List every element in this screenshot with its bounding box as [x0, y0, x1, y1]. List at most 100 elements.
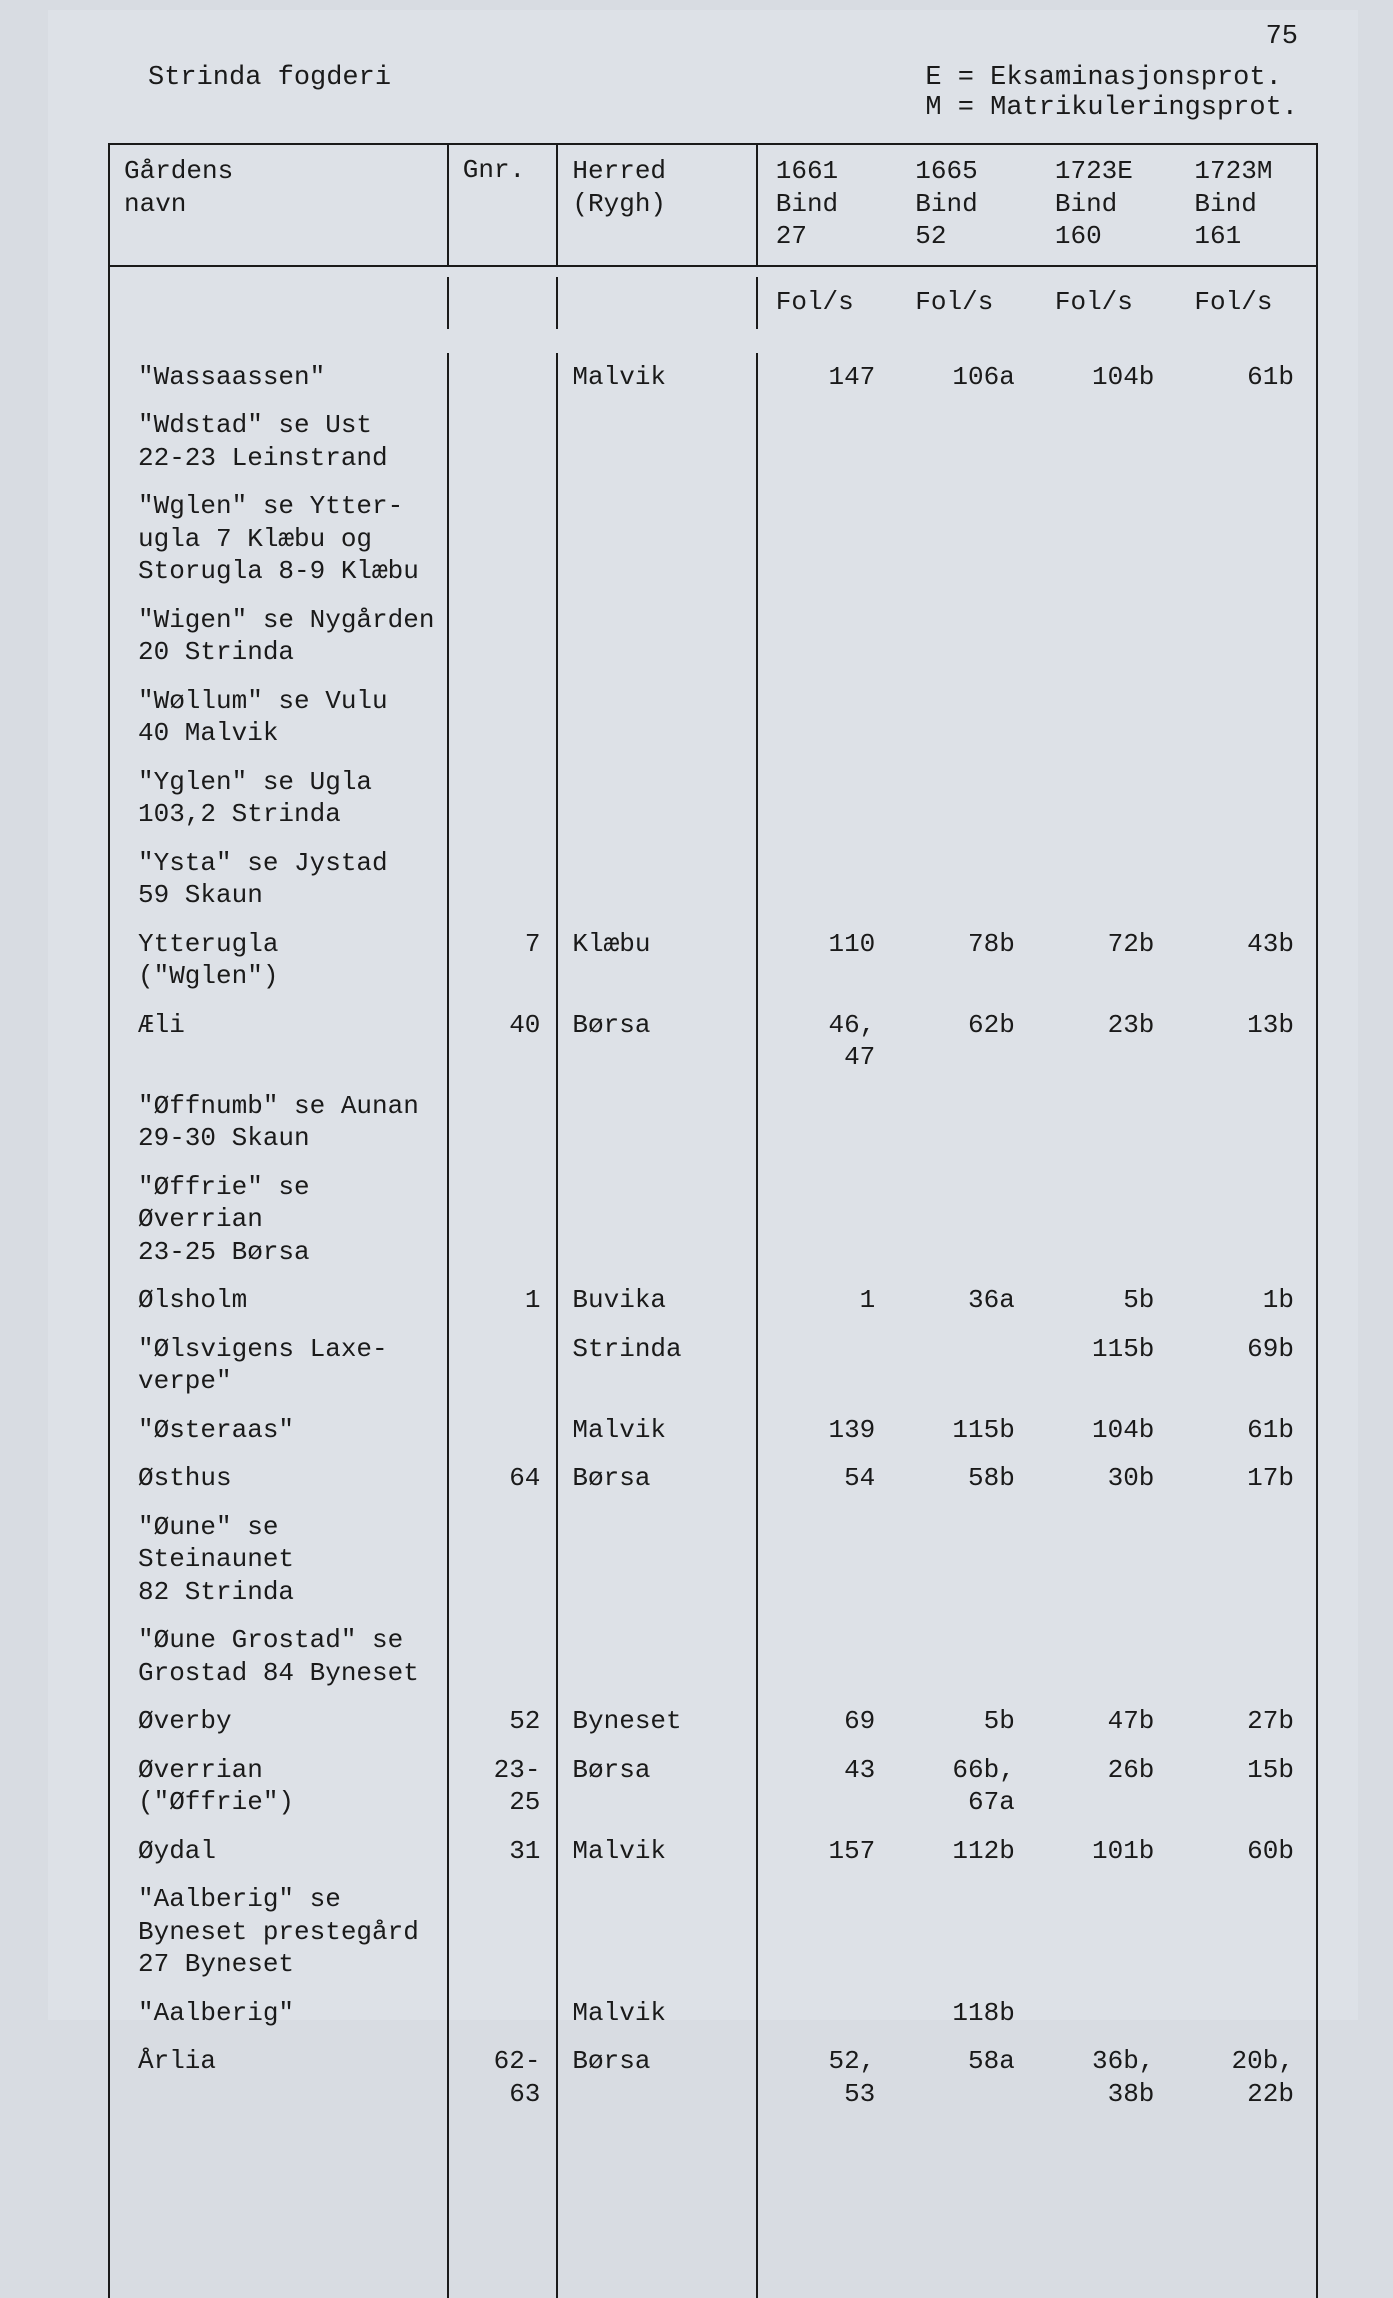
cell-1723m: 27b [1176, 1697, 1316, 1746]
cell-gnr [449, 758, 559, 839]
subhead-spacer [558, 277, 757, 329]
cell-name: "Øffrie" se Øverrian 23-25 Børsa [110, 1163, 449, 1277]
cell-name: "Ølsvigens Laxe- verpe" [110, 1325, 449, 1406]
cell-herred: Klæbu [558, 920, 757, 1001]
cell-1665 [897, 596, 1037, 677]
table-row: Øverrian ("Øffrie")23- 25Børsa4366b, 67a… [110, 1746, 1316, 1827]
subhead-spacer [449, 277, 559, 329]
cell-1723e: 101b [1037, 1827, 1177, 1876]
table-body: "Wassaassen"Malvik147106a104b61b"Wdstad"… [110, 353, 1316, 2119]
cell-1661 [758, 1325, 898, 1406]
cell-1723m: 69b [1176, 1325, 1316, 1406]
cell-1665: 118b [897, 1989, 1037, 2038]
cell-1723e: 104b [1037, 1406, 1177, 1455]
cell-1661: 43 [758, 1746, 898, 1827]
cell-herred [558, 1875, 757, 1989]
cell-1661 [758, 1163, 898, 1277]
cell-1723m: 61b [1176, 1406, 1316, 1455]
cell-name: Øverrian ("Øffrie") [110, 1746, 449, 1827]
cell-gnr: 23- 25 [449, 1746, 559, 1827]
table-row: Årlia62- 63Børsa52, 5358a36b, 38b20b, 22… [110, 2037, 1316, 2118]
cell-1661 [758, 1616, 898, 1697]
cell-1723e [1037, 596, 1177, 677]
cell-1723e [1037, 1875, 1177, 1989]
cell-1723e: 72b [1037, 920, 1177, 1001]
cell-1665 [897, 1875, 1037, 1989]
cell-1723e [1037, 401, 1177, 482]
cell-1723e [1037, 1163, 1177, 1277]
table-row: "Øffnumb" se Aunan 29-30 Skaun [110, 1082, 1316, 1163]
cell-1661 [758, 1082, 898, 1163]
cell-1723m [1176, 1503, 1316, 1617]
cell-gnr [449, 1616, 559, 1697]
cell-1661 [758, 1989, 898, 2038]
cell-1665: 66b, 67a [897, 1746, 1037, 1827]
subhead-fols: Fol/s [1037, 277, 1177, 329]
cell-1661: 110 [758, 920, 898, 1001]
cell-1665: 58a [897, 2037, 1037, 2118]
table-row: "Wglen" se Ytter- ugla 7 Klæbu og Storug… [110, 482, 1316, 596]
cell-name: "Ysta" se Jystad 59 Skaun [110, 839, 449, 920]
cell-herred [558, 1082, 757, 1163]
cell-name: "Wassaassen" [110, 353, 449, 402]
table-row: Øydal31Malvik157112b101b60b [110, 1827, 1316, 1876]
cell-1665: 78b [897, 920, 1037, 1001]
cell-herred [558, 677, 757, 758]
table-row: "Yglen" se Ugla 103,2 Strinda [110, 758, 1316, 839]
cell-1665 [897, 1082, 1037, 1163]
table-row: Æli40Børsa46, 4762b23b13b [110, 1001, 1316, 1082]
cell-gnr: 1 [449, 1276, 559, 1325]
cell-1723m [1176, 839, 1316, 920]
cell-1723m: 13b [1176, 1001, 1316, 1082]
cell-name: "Wdstad" se Ust 22-23 Leinstrand [110, 401, 449, 482]
cell-1665: 115b [897, 1406, 1037, 1455]
col-header-gnr: Gnr. [449, 145, 559, 265]
cell-gnr [449, 353, 559, 402]
cell-gnr [449, 1503, 559, 1617]
cell-herred: Malvik [558, 1406, 757, 1455]
cell-herred [558, 482, 757, 596]
cell-herred [558, 1163, 757, 1277]
cell-1661: 139 [758, 1406, 898, 1455]
cell-1665: 5b [897, 1697, 1037, 1746]
table-header-row: Gårdens navn Gnr. Herred (Rygh) 1661 Bin… [110, 145, 1316, 267]
cell-1661: 1 [758, 1276, 898, 1325]
cell-1661 [758, 1875, 898, 1989]
cell-gnr [449, 677, 559, 758]
cell-1661: 52, 53 [758, 2037, 898, 2118]
cell-herred: Malvik [558, 1827, 757, 1876]
cell-1723m [1176, 1875, 1316, 1989]
cell-1723m: 43b [1176, 920, 1316, 1001]
cell-name: "Østeraas" [110, 1406, 449, 1455]
cell-gnr [449, 1082, 559, 1163]
cell-herred: Strinda [558, 1325, 757, 1406]
legend-line: M = Matrikuleringsprot. [925, 93, 1298, 123]
cell-gnr: 52 [449, 1697, 559, 1746]
cell-1723m [1176, 1082, 1316, 1163]
header-legend: E = Eksaminasjonsprot. M = Matrikulering… [925, 63, 1298, 123]
legend-line: E = Eksaminasjonsprot. [925, 63, 1298, 93]
cell-1661: 147 [758, 353, 898, 402]
cell-1723e [1037, 758, 1177, 839]
cell-1723e [1037, 1082, 1177, 1163]
table-row: "Wdstad" se Ust 22-23 Leinstrand [110, 401, 1316, 482]
table-row: Østhus64Børsa5458b30b17b [110, 1454, 1316, 1503]
cell-name: "Øune Grostad" se Grostad 84 Byneset [110, 1616, 449, 1697]
col-header-herred: Herred (Rygh) [558, 145, 757, 265]
cell-1661: 69 [758, 1697, 898, 1746]
cell-1723e [1037, 482, 1177, 596]
cell-1661 [758, 839, 898, 920]
cell-1665 [897, 1616, 1037, 1697]
col-header-name: Gårdens navn [110, 145, 449, 265]
cell-1723m: 15b [1176, 1746, 1316, 1827]
cell-herred [558, 1616, 757, 1697]
header-title: Strinda fogderi [148, 63, 391, 123]
cell-1723e [1037, 1616, 1177, 1697]
cell-1661: 157 [758, 1827, 898, 1876]
cell-1723e: 30b [1037, 1454, 1177, 1503]
cell-name: "Wigen" se Nygården 20 Strinda [110, 596, 449, 677]
cell-1723e [1037, 677, 1177, 758]
cell-name: Årlia [110, 2037, 449, 2118]
cell-1661 [758, 1503, 898, 1617]
subhead-fols: Fol/s [758, 277, 898, 329]
